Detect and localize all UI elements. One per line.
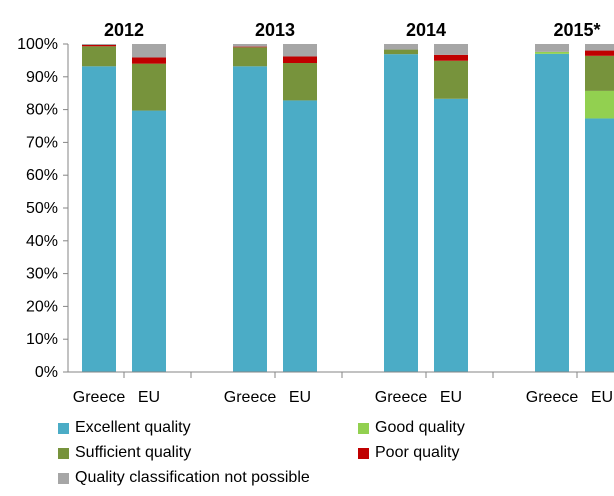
bars [82,44,614,373]
legend-swatch [358,447,369,459]
bar-segment [132,63,166,111]
bar-segment [585,44,614,51]
bar-segment [233,66,267,372]
bar-segment [82,46,116,67]
legend-item: Good quality [358,419,465,437]
bar-segment [384,54,418,372]
bar-segment [585,50,614,56]
bar-segment [434,98,468,372]
x-tick-label: EU [440,389,462,406]
y-tick-label: 20% [26,298,58,315]
legend-item: Quality classification not possible [58,469,310,487]
bar-segment [283,44,317,57]
bar-segment [283,63,317,101]
x-tick-label: Greece [224,389,277,406]
bar-segment [585,90,614,119]
legend-item: Excellent quality [58,419,191,437]
y-tick-label: 40% [26,233,58,250]
legend-label: Good quality [375,419,465,436]
group-title: 2014 [406,20,446,40]
bar-segment [434,60,468,99]
group-title: 2013 [255,20,295,40]
group-title: 2012 [104,20,144,40]
bar-segment [384,44,418,50]
bar-segment [82,44,116,47]
legend-label: Sufficient quality [75,444,192,461]
y-tick-label: 30% [26,266,58,283]
bar-segment [132,110,166,373]
bar-segment [585,55,614,91]
bar-segment [434,54,468,61]
legend-swatch [58,447,69,459]
y-axis: 0% 10% 20% 30% 40% 50% 60% 70% 80% 90% 100% [17,36,69,381]
legend-swatch [358,422,369,434]
legend-item: Sufficient quality [58,444,191,462]
group-title: 2015* [553,20,600,40]
bar-segment [535,53,569,373]
bar-segment [283,100,317,372]
bar-segment [132,57,166,64]
y-tick-label: 70% [26,134,58,151]
bar-segment [434,44,468,55]
legend-item: Poor quality [358,444,460,462]
group-titles: 2012 2013 2014 2015* [104,20,601,40]
legend-label: Quality classification not possible [75,469,310,486]
bar-segment [82,66,116,372]
y-tick-label: 90% [26,69,58,86]
x-tick-label: Greece [375,389,428,406]
bar-segment [283,56,317,64]
y-tick-label: 50% [26,200,58,217]
bar-segment [82,44,116,45]
y-tick-label: 100% [17,36,58,53]
bar-segment [132,44,166,58]
x-tick-label: EU [138,389,160,406]
y-tick-label: 60% [26,167,58,184]
y-tick-label: 80% [26,102,58,119]
y-tick-label: 10% [26,331,58,348]
x-tick-label: EU [591,389,613,406]
bar-segment [585,118,614,373]
legend-label: Excellent quality [75,419,191,436]
x-tick-label: EU [289,389,311,406]
legend-swatch [58,472,69,484]
x-axis: Greece EU Greece EU Greece EU Greece EU [68,371,614,406]
legend-label: Poor quality [375,444,460,461]
bar-segment [535,44,569,52]
x-tick-label: Greece [73,389,126,406]
legend-swatch [58,422,69,434]
bar-segment [233,47,267,67]
bar-segment [233,44,267,47]
y-tick-label: 0% [35,364,58,381]
bar-segment [384,49,418,55]
bar-segment [535,51,569,54]
x-tick-label: Greece [526,389,579,406]
bar-segment [233,46,267,48]
